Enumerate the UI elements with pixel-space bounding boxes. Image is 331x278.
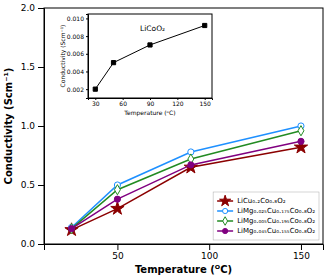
y-axis-title: Conductivity (Scm⁻¹)	[59, 25, 67, 88]
tick: 1.5	[21, 62, 44, 72]
tick: 90	[147, 98, 155, 107]
legend-marker	[223, 228, 228, 233]
tick-mark	[38, 126, 44, 127]
x-axis-title: Temperature (ᴼC)	[135, 264, 232, 275]
legend-marker	[223, 208, 228, 213]
series-line	[95, 25, 204, 89]
tick: 150	[199, 98, 211, 107]
tick: 0.010	[67, 15, 88, 22]
inset-plot: 30 60 90 120 150 0.002 0.004 0.006 0.008 0.010 Tem…	[59, 14, 213, 117]
tick: 30	[92, 98, 100, 107]
point	[111, 202, 124, 215]
point	[69, 224, 75, 234]
tick-label: 1.0	[21, 121, 36, 131]
tick: 100	[201, 244, 218, 261]
tick-label: 0.002	[67, 86, 84, 93]
tick-mark	[301, 244, 302, 250]
tick-mark	[38, 8, 44, 9]
tick: 150	[293, 244, 310, 261]
main-plot: 50 100 150 0.0 0.5 1.0 1.5 2.0 Temperature (ᴼC) C…	[3, 3, 324, 275]
tick-mark	[38, 244, 44, 245]
inset-background	[88, 14, 212, 98]
legend-label: LiMg₀.₀₄₅Cu₀.₁₅₅Co₀.₈O₂	[237, 227, 315, 235]
point	[298, 126, 304, 136]
tick-label: 30	[92, 100, 100, 107]
y-axis: 0.0 0.5 1.0 1.5 2.0	[21, 3, 45, 249]
tick: 50	[112, 244, 124, 261]
tick-label: 150	[293, 251, 310, 261]
legend-label: LiMg₀.₀₀₅Cu₀.₁₉₅Co₀.₈O₂	[237, 217, 315, 225]
tick-label: 60	[119, 100, 127, 107]
legend: LiCu₀.₂Co₀.₈O₂ LiMg₀.₀₂₅Cu₀.₁₇₅Co₀.₈O₂ LiM…	[213, 192, 319, 240]
tick: 0.008	[67, 33, 88, 40]
chart: 50 100 150 0.0 0.5 1.0 1.5 2.0 Temperature (ᴼC) C…	[0, 0, 331, 278]
tick: 0.0	[21, 239, 44, 249]
tick: 60	[119, 98, 127, 107]
x-axis-title: Temperature (ᵒC)	[123, 109, 175, 117]
tick-label: 90	[147, 100, 155, 107]
legend-frame	[213, 192, 319, 240]
tick: 0.006	[67, 50, 88, 57]
tick-label: 120	[172, 100, 184, 107]
tick-mark	[38, 185, 44, 186]
legend-marker	[220, 195, 231, 206]
point	[203, 23, 207, 27]
point	[148, 43, 152, 47]
legend-item: LiMg₀.₀₂₅Cu₀.₁₇₅Co₀.₈O₂	[217, 207, 315, 215]
legend-item: LiMg₀.₀₄₅Cu₀.₁₅₅Co₀.₈O₂	[217, 227, 315, 235]
x-axis: 50 100 150	[45, 244, 324, 261]
legend-label: LiMg₀.₀₂₅Cu₀.₁₇₅Co₀.₈O₂	[237, 207, 315, 215]
tick-label: 0.0	[21, 239, 36, 249]
annotation: LiCoO₂	[140, 24, 165, 33]
x-axis: 30 60 90 120 150	[89, 98, 213, 107]
point	[188, 162, 194, 168]
plot-frame	[44, 8, 323, 244]
tick-label: 100	[201, 251, 218, 261]
tick-mark	[38, 67, 44, 68]
legend-label: LiCu₀.₂Co₀.₈O₂	[237, 197, 286, 205]
y-axis: 0.002 0.004 0.006 0.008 0.010	[67, 15, 89, 99]
point	[68, 226, 74, 232]
tick-label: 2.0	[21, 3, 36, 13]
tick-mark	[209, 244, 210, 250]
tick: 0.004	[67, 68, 88, 75]
tick-label: 1.5	[21, 62, 35, 72]
tick: 2.0	[21, 3, 44, 13]
tick: 120	[172, 98, 184, 107]
point	[114, 185, 120, 195]
tick-label: 150	[199, 100, 211, 107]
tick: 1.0	[21, 121, 44, 131]
tick-label: 0.004	[67, 68, 84, 75]
tick-label: 0.008	[67, 33, 84, 40]
axis-line	[45, 245, 324, 251]
legend-item: LiMg₀.₀₀₅Cu₀.₁₉₅Co₀.₈O₂	[217, 217, 315, 226]
point	[111, 61, 115, 65]
tick-label: 0.006	[67, 50, 84, 57]
plot-frame	[88, 14, 212, 98]
tick-mark	[117, 244, 118, 250]
plot-data	[93, 23, 207, 91]
y-axis-title: Conductivity (Scm⁻¹)	[3, 68, 14, 185]
tick-label: 0.5	[21, 180, 35, 190]
tick-label: 50	[112, 251, 124, 261]
point	[298, 138, 304, 144]
legend-marker	[223, 217, 228, 226]
tick: 0.5	[21, 180, 44, 190]
legend-item: LiCu₀.₂Co₀.₈O₂	[217, 195, 286, 206]
tick: 0.002	[67, 86, 88, 93]
point	[93, 87, 97, 91]
point	[114, 196, 120, 202]
tick-label: 0.010	[67, 15, 84, 22]
